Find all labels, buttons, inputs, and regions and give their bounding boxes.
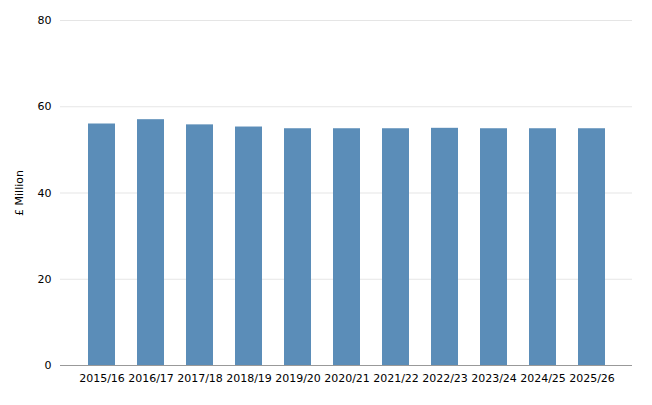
svg-text:60: 60 [38, 100, 52, 113]
svg-text:2015/16: 2015/16 [79, 372, 125, 385]
svg-text:2021/22: 2021/22 [373, 372, 419, 385]
svg-text:2023/24: 2023/24 [471, 372, 517, 385]
svg-text:0: 0 [45, 359, 52, 372]
svg-text:£ Million: £ Million [13, 170, 26, 216]
svg-text:40: 40 [38, 187, 52, 200]
svg-text:80: 80 [38, 14, 52, 27]
svg-text:2016/17: 2016/17 [128, 372, 174, 385]
svg-text:20: 20 [38, 273, 52, 286]
svg-text:2025/26: 2025/26 [569, 372, 615, 385]
svg-text:2017/18: 2017/18 [177, 372, 223, 385]
svg-text:2018/19: 2018/19 [226, 372, 272, 385]
svg-text:2020/21: 2020/21 [324, 372, 370, 385]
svg-text:2024/25: 2024/25 [520, 372, 566, 385]
svg-text:2019/20: 2019/20 [275, 372, 321, 385]
svg-text:2022/23: 2022/23 [422, 372, 468, 385]
